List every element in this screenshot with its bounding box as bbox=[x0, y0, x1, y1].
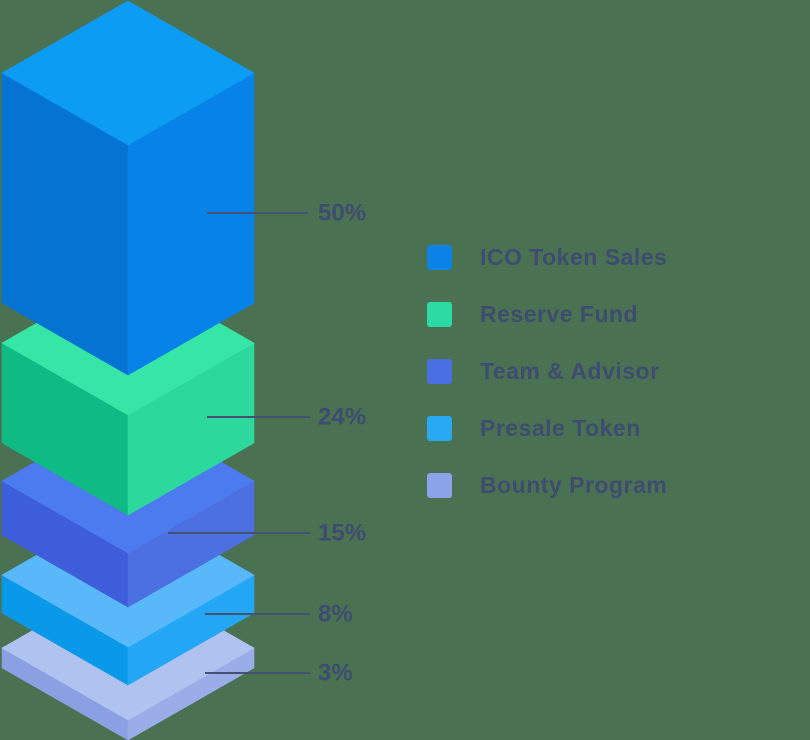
legend-item-reserve-fund: Reserve Fund bbox=[427, 301, 667, 327]
percent-label-bounty-program: 3% bbox=[318, 660, 353, 687]
legend-label-bounty-program: Bounty Program bbox=[480, 472, 668, 498]
legend-item-ico-token-sales: ICO Token Sales bbox=[427, 244, 668, 270]
legend-swatch-bounty-program bbox=[427, 473, 452, 498]
percent-label-reserve-fund: 24% bbox=[318, 404, 366, 431]
legend-label-presale-token: Presale Token bbox=[480, 415, 641, 441]
block-ico-token-sales-top-face bbox=[1, 0, 255, 146]
legend-label-team-advisor: Team & Advisor bbox=[480, 358, 660, 384]
percent-label-presale-token: 8% bbox=[318, 601, 353, 628]
legend-label-ico-token-sales: ICO Token Sales bbox=[480, 244, 668, 270]
legend-swatch-team-advisor bbox=[427, 359, 452, 384]
legend-item-bounty-program: Bounty Program bbox=[427, 472, 668, 498]
legend-swatch-ico-token-sales bbox=[427, 245, 452, 270]
legend-item-presale-token: Presale Token bbox=[427, 415, 667, 441]
percent-label-team-advisor: 15% bbox=[318, 520, 366, 547]
percent-label-ico-token-sales: 50% bbox=[318, 200, 366, 227]
legend-swatch-presale-token bbox=[427, 416, 452, 441]
legend-item-team-advisor: Team & Advisor bbox=[427, 358, 667, 384]
legend-swatch-reserve-fund bbox=[427, 302, 452, 327]
legend-label-reserve-fund: Reserve Fund bbox=[480, 301, 639, 327]
legend: ICO Token Sales Reserve Fund Team & Adviso… bbox=[427, 244, 668, 530]
block-ico-token-sales bbox=[1, 0, 255, 376]
